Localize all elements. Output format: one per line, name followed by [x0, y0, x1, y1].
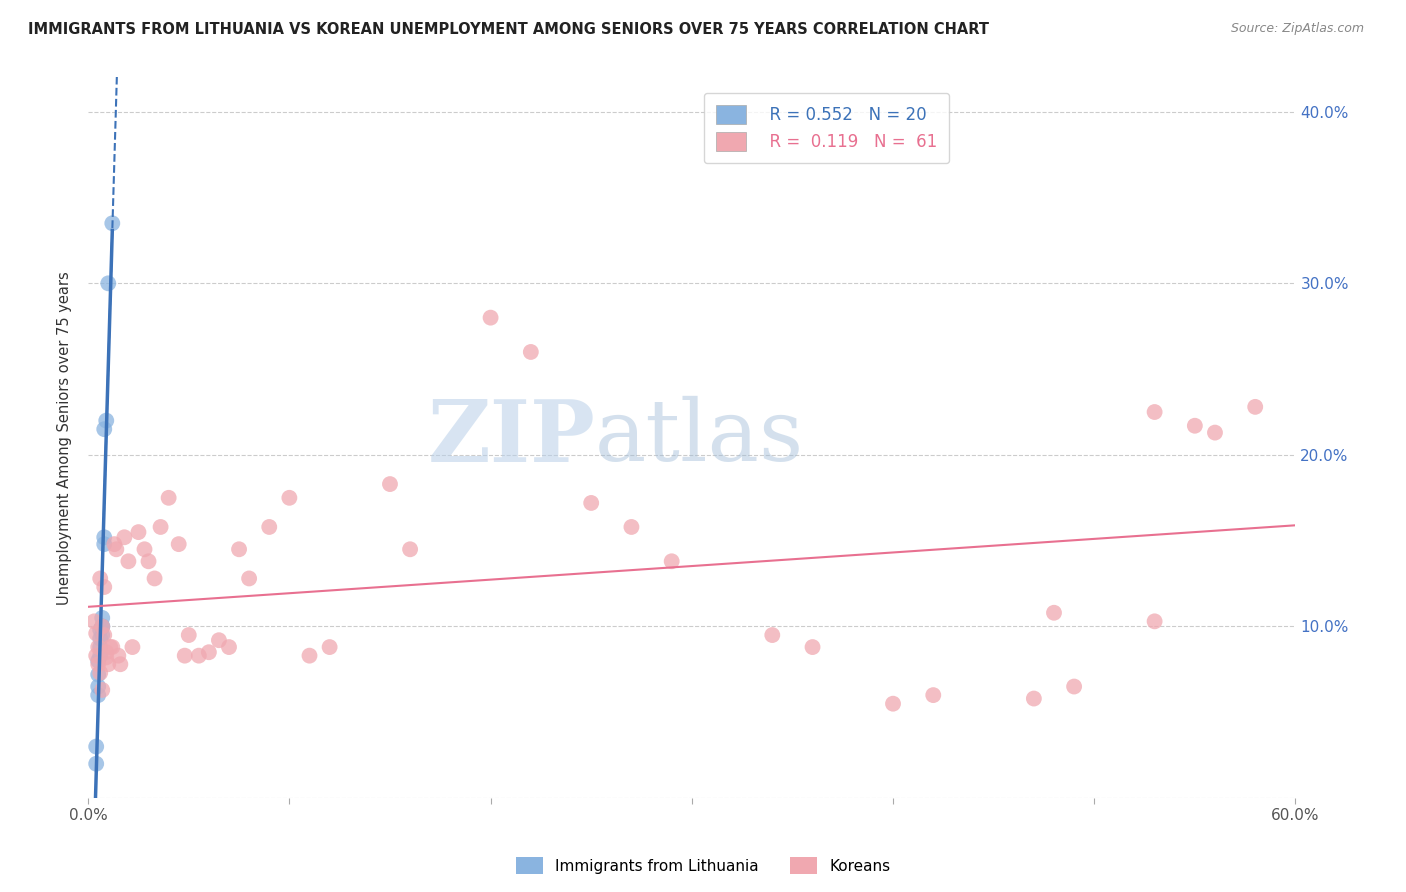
Point: [89, 640, 111, 654]
Point: [87, 688, 110, 702]
Point: [89, 648, 111, 663]
Point: [87, 680, 110, 694]
Point: [89, 665, 111, 680]
Point: [177, 628, 200, 642]
Point: [87, 654, 110, 668]
Point: [96, 645, 118, 659]
Point: [761, 628, 783, 642]
Point: [91, 611, 114, 625]
Point: [187, 648, 209, 663]
Point: [84, 756, 107, 771]
Point: [198, 645, 221, 659]
Text: Source: ZipAtlas.com: Source: ZipAtlas.com: [1230, 22, 1364, 36]
Point: [298, 648, 321, 663]
Text: ZIP: ZIP: [427, 396, 595, 480]
Point: [1244, 400, 1267, 414]
Point: [112, 530, 135, 544]
Point: [93, 580, 115, 594]
Point: [91, 628, 114, 642]
Point: [96, 650, 118, 665]
Point: [579, 496, 602, 510]
Point: [89, 571, 111, 585]
Point: [110, 657, 132, 672]
Point: [87, 657, 110, 672]
Point: [1204, 425, 1226, 440]
Point: [103, 537, 125, 551]
Point: [117, 554, 139, 568]
Point: [801, 640, 824, 654]
Point: [91, 619, 114, 633]
Point: [520, 345, 543, 359]
Point: [97, 277, 120, 291]
Point: [278, 491, 301, 505]
Point: [91, 619, 114, 633]
Point: [922, 688, 945, 702]
Text: IMMIGRANTS FROM LITHUANIA VS KOREAN UNEMPLOYMENT AMONG SENIORS OVER 75 YEARS COR: IMMIGRANTS FROM LITHUANIA VS KOREAN UNEM…: [28, 22, 988, 37]
Point: [91, 683, 114, 698]
Point: [257, 520, 280, 534]
Point: [84, 648, 107, 663]
Point: [173, 648, 195, 663]
Text: atlas: atlas: [595, 396, 804, 479]
Point: [149, 520, 172, 534]
Point: [157, 491, 180, 505]
Point: [93, 537, 115, 551]
Point: [1063, 680, 1085, 694]
Point: [105, 542, 128, 557]
Point: [134, 542, 156, 557]
Point: [84, 626, 107, 640]
Point: [228, 542, 250, 557]
Point: [107, 648, 129, 663]
Point: [399, 542, 422, 557]
Point: [84, 739, 107, 754]
Point: [1043, 606, 1066, 620]
Point: [127, 525, 149, 540]
Point: [87, 667, 110, 681]
Point: [93, 422, 115, 436]
Legend: Immigrants from Lithuania, Koreans: Immigrants from Lithuania, Koreans: [509, 851, 897, 880]
Point: [882, 697, 904, 711]
Point: [96, 414, 118, 428]
Legend:   R = 0.552   N = 20,   R =  0.119   N =  61: R = 0.552 N = 20, R = 0.119 N = 61: [704, 93, 949, 163]
Point: [83, 615, 105, 629]
Point: [91, 619, 114, 633]
Point: [89, 632, 111, 646]
Point: [620, 520, 643, 534]
Point: [101, 216, 124, 230]
Point: [378, 477, 401, 491]
Point: [143, 571, 166, 585]
Point: [318, 640, 340, 654]
Point: [87, 640, 110, 654]
Point: [1143, 405, 1166, 419]
Point: [208, 633, 231, 648]
Point: [661, 554, 683, 568]
Point: [479, 310, 502, 325]
Point: [93, 628, 115, 642]
Point: [89, 623, 111, 637]
Point: [97, 657, 120, 672]
Point: [121, 640, 143, 654]
Y-axis label: Unemployment Among Seniors over 75 years: Unemployment Among Seniors over 75 years: [58, 271, 72, 605]
Point: [167, 537, 190, 551]
Point: [138, 554, 160, 568]
Point: [1184, 418, 1206, 433]
Point: [218, 640, 240, 654]
Point: [98, 640, 121, 654]
Point: [1143, 615, 1166, 629]
Point: [238, 571, 260, 585]
Point: [101, 640, 124, 654]
Point: [1022, 691, 1045, 706]
Point: [93, 530, 115, 544]
